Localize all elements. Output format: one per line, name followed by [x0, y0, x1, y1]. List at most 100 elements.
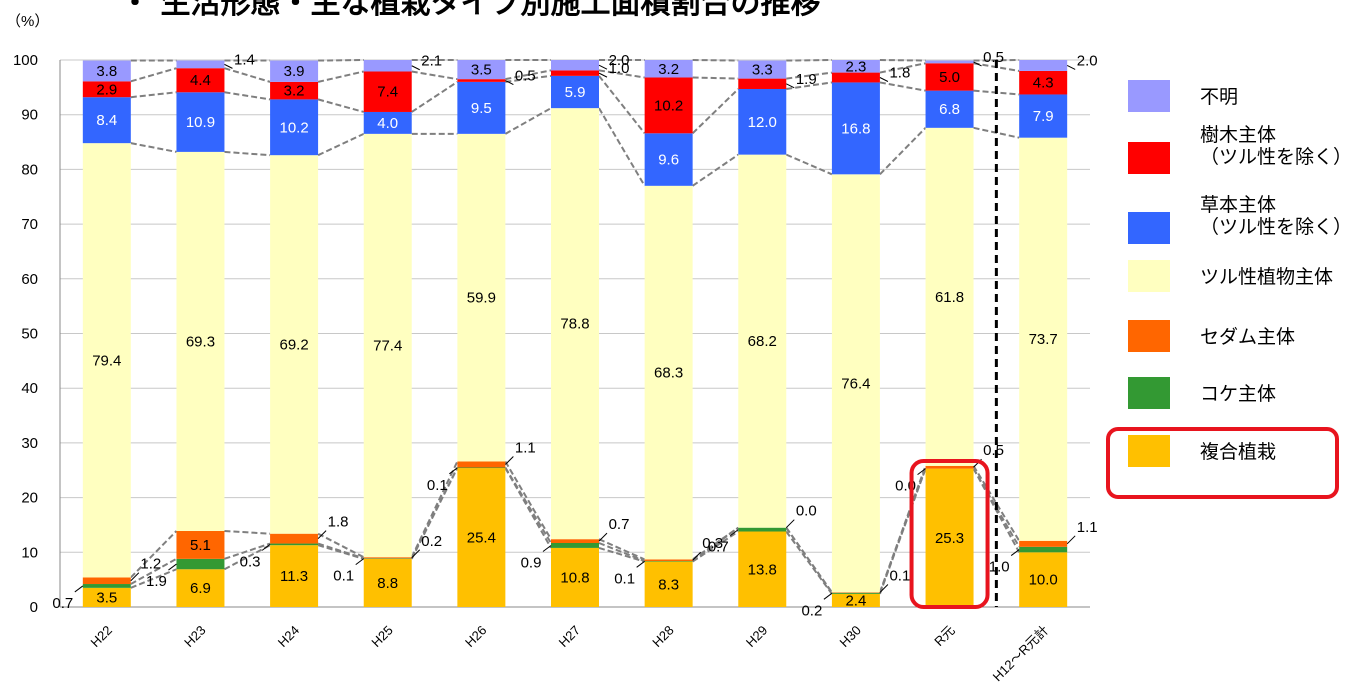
series-connector-line: [878, 465, 927, 593]
series-connector-line: [317, 542, 365, 560]
data-label: 68.3: [654, 365, 683, 382]
bar-segment-tree: [1019, 70, 1068, 95]
legend-label: セダム主体: [1200, 326, 1296, 348]
bar-segment-vine: [738, 154, 787, 528]
bar-segment-mixed: [82, 587, 131, 607]
y-tick-label: 50: [21, 326, 38, 343]
bar-segment-mixed: [644, 561, 693, 607]
data-label: 73.7: [1029, 331, 1058, 348]
bar-segment-moss: [363, 558, 412, 559]
x-tick-label: H12～R元計: [990, 623, 1052, 685]
bar-segment-tree: [82, 81, 131, 98]
series-connector-line: [317, 98, 364, 113]
series-connector-line: [411, 81, 458, 113]
x-tick-label: R元: [931, 623, 957, 649]
data-label-leader: [411, 549, 421, 559]
legend-swatch: [1128, 80, 1170, 112]
bar-segment-moss: [270, 543, 319, 546]
bar-segment-herb: [925, 90, 974, 128]
data-label-leader: [917, 468, 926, 476]
y-tick-label: 100: [13, 52, 38, 69]
bar-segment-mixed: [270, 545, 319, 607]
data-label-leader: [785, 519, 795, 529]
data-label: 0.7: [609, 516, 630, 533]
data-label-leader: [449, 467, 458, 475]
series-connector-line: [598, 538, 646, 561]
legend-swatch: [1128, 435, 1170, 467]
series-connector-line: [224, 150, 271, 157]
data-label: 8.3: [658, 576, 679, 593]
series-connector-line: [598, 542, 646, 562]
bar-segment-unknown: [925, 60, 974, 64]
data-label: 0.5: [983, 442, 1004, 459]
legend-swatch: [1128, 320, 1170, 352]
data-label: 76.4: [841, 375, 870, 392]
data-label-leader: [261, 543, 271, 551]
series-connector-line: [130, 142, 177, 153]
data-label: 0.1: [427, 477, 448, 494]
data-label: 3.5: [471, 62, 492, 79]
series-connector-line: [972, 468, 1021, 553]
series-connector-line: [692, 59, 739, 62]
data-label: 79.4: [92, 352, 121, 369]
bar-segment-unknown: [1019, 60, 1068, 71]
highlight-box: [909, 458, 990, 609]
bar-segment-moss: [551, 543, 599, 548]
data-label: 3.5: [96, 589, 117, 606]
data-label-leader: [224, 63, 233, 69]
x-tick-label: H22: [87, 623, 114, 650]
bar-segment-vine: [925, 127, 974, 466]
y-tick-label: 40: [21, 380, 38, 397]
series-connector-line: [504, 467, 552, 549]
series-connector-line: [224, 67, 271, 83]
series-connector-line: [224, 91, 271, 101]
data-label-leader: [355, 558, 365, 565]
bar-segment-vine: [1019, 137, 1068, 541]
data-label-leader: [1066, 65, 1076, 70]
data-label: 2.1: [421, 53, 442, 70]
bar-segment-mixed: [1019, 552, 1068, 607]
bar-segment-sedum: [925, 465, 974, 469]
data-label: 0.7: [52, 595, 73, 612]
y-tick-label: 20: [21, 490, 38, 507]
bar-segment-sedum: [82, 577, 131, 585]
series-connector-line: [972, 465, 1021, 542]
bar-segment-herb: [363, 111, 412, 134]
data-label: 3.3: [752, 62, 773, 79]
legend-label: コケ主体: [1200, 383, 1277, 405]
data-label: 0.0: [796, 503, 817, 520]
bar-segment-herb: [831, 82, 880, 175]
bar-segment-herb: [457, 81, 506, 134]
data-label: 69.3: [186, 333, 215, 350]
series-connector-line: [598, 69, 645, 79]
data-label: 10.8: [560, 569, 589, 586]
bar-segment-unknown: [831, 60, 880, 73]
data-label: 2.4: [845, 592, 866, 609]
data-label: 3.9: [284, 63, 305, 80]
y-tick-label: 30: [21, 435, 38, 452]
data-label-leader: [1010, 549, 1020, 556]
series-connector-line: [317, 532, 365, 559]
bar-segment-moss: [176, 558, 225, 570]
legend-label: ツル性植物主体: [1200, 266, 1334, 288]
bar-segment-herb: [551, 75, 599, 109]
data-label: 13.8: [748, 561, 777, 578]
data-label-leader: [636, 560, 645, 568]
x-tick-label: H25: [368, 623, 395, 650]
data-label: 1.2: [140, 556, 161, 573]
series-connector-line: [692, 530, 739, 563]
series-connector-line: [879, 62, 926, 74]
bar-segment-vine: [644, 185, 693, 560]
series-connector-line: [786, 59, 832, 62]
series-connector-line: [785, 527, 833, 593]
bar-segment-tree: [925, 63, 974, 91]
data-label: 8.4: [96, 112, 117, 129]
data-label: 0.1: [333, 568, 354, 585]
bar-segment-tree: [551, 70, 599, 76]
bar-segment-sedum: [551, 539, 599, 544]
legend-swatch: [1128, 142, 1170, 174]
data-label: 4.0: [377, 115, 398, 132]
data-label: 1.0: [989, 559, 1010, 576]
data-label: 1.8: [328, 514, 349, 531]
data-label: 5.1: [190, 537, 211, 554]
